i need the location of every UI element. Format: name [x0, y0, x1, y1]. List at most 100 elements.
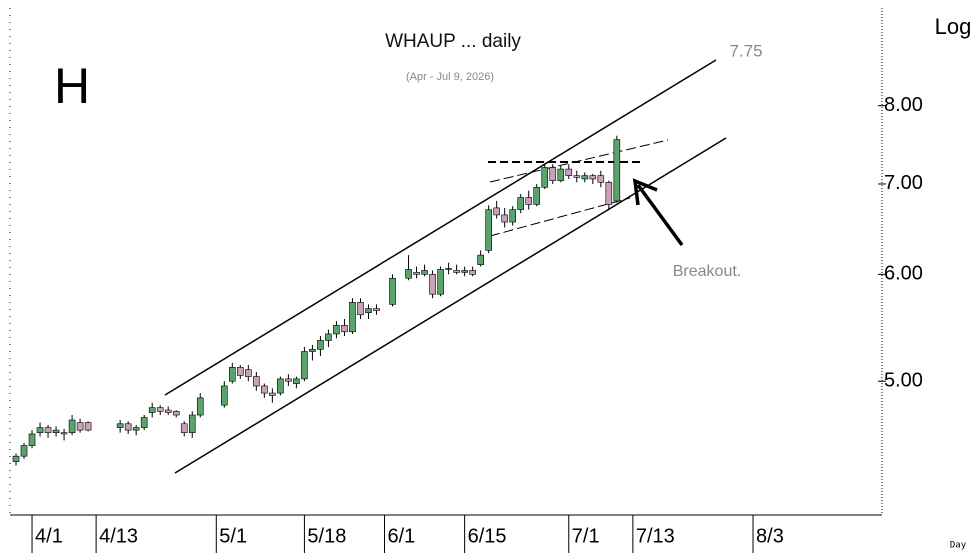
candle-body	[445, 268, 452, 270]
candle	[285, 374, 292, 386]
candle-body	[261, 385, 268, 394]
y-tick-label: 6.00	[884, 263, 923, 285]
candle-body	[60, 432, 68, 435]
candle-body	[293, 378, 300, 384]
candle-body	[413, 272, 420, 275]
candle	[509, 206, 516, 226]
candle	[156, 405, 164, 416]
candle	[421, 264, 428, 277]
candle-body	[437, 269, 444, 295]
candle-body	[44, 427, 52, 433]
candle	[68, 415, 76, 436]
candle	[581, 172, 589, 183]
candle	[365, 304, 372, 319]
candle-body	[589, 175, 597, 180]
candle	[461, 266, 468, 277]
candle-body	[349, 302, 356, 333]
x-tick-label: 5/1	[219, 525, 247, 547]
candle	[277, 376, 284, 396]
candle-body	[541, 167, 549, 188]
candle	[301, 347, 308, 382]
candle-body	[565, 168, 573, 176]
candle	[132, 425, 140, 436]
candle-body	[84, 422, 92, 431]
candle-body	[557, 168, 565, 181]
candle-body	[525, 197, 533, 205]
candle	[453, 264, 460, 275]
candle	[76, 418, 84, 433]
candle-body	[573, 175, 581, 178]
candle	[333, 321, 340, 339]
candle-body	[164, 409, 172, 413]
candle-body	[301, 351, 308, 380]
x-tick-label: 4/1	[35, 525, 63, 547]
candle	[44, 425, 52, 438]
candle-body	[453, 270, 460, 273]
candle	[317, 336, 324, 356]
candle-body	[309, 348, 316, 352]
candle	[597, 170, 605, 188]
candle	[541, 164, 549, 190]
candle	[557, 165, 565, 183]
candle	[533, 183, 541, 207]
x-tick-label: 7/13	[636, 525, 675, 547]
candle	[613, 135, 621, 203]
candle-body	[389, 277, 396, 305]
panel-letter: H	[54, 58, 90, 114]
candle	[12, 453, 20, 466]
candle-body	[172, 411, 180, 416]
candle	[437, 266, 444, 297]
chart-subtitle: (Apr - Jul 9, 2026)	[406, 71, 494, 83]
candle	[253, 371, 260, 391]
candle-body	[116, 423, 124, 428]
x-tick-label: 5/18	[307, 525, 346, 547]
candle-body	[253, 376, 260, 387]
candle-body	[52, 429, 60, 433]
candle	[293, 376, 300, 389]
candle	[28, 430, 36, 449]
x-tick-label: 6/15	[468, 525, 507, 547]
scale-label: Log	[935, 14, 971, 39]
candle-body	[317, 340, 324, 350]
candle-body	[180, 423, 188, 433]
candle	[445, 262, 452, 275]
x-tick-label: 8/3	[756, 525, 784, 547]
arrow-head	[632, 178, 658, 206]
candle	[469, 266, 476, 277]
candle-body	[357, 302, 364, 316]
candle-body	[605, 181, 613, 205]
candle	[501, 207, 508, 228]
candle-body	[124, 423, 132, 431]
candle	[373, 304, 380, 315]
candle-body	[188, 414, 196, 433]
candle-body	[245, 369, 252, 377]
candle-body	[533, 187, 541, 205]
candle	[573, 170, 581, 183]
candle	[429, 270, 436, 299]
candle	[341, 318, 348, 337]
candle	[180, 421, 188, 437]
candle	[20, 443, 28, 459]
arrow-shaft	[636, 183, 684, 247]
candle-body	[132, 427, 140, 431]
candle	[493, 200, 500, 219]
candle	[140, 415, 148, 431]
candle	[245, 365, 252, 382]
candle-body	[269, 392, 276, 396]
candle-body	[156, 407, 164, 412]
candle-body	[220, 385, 228, 406]
candle-body	[405, 269, 412, 279]
lower-channel	[174, 137, 727, 474]
triangle-upper	[489, 139, 669, 183]
candle-body	[285, 378, 292, 382]
candle	[325, 329, 332, 348]
candle-body	[469, 270, 476, 275]
candle	[196, 393, 204, 418]
candle-body	[237, 367, 244, 376]
candle-body	[76, 422, 84, 431]
candle-body	[597, 175, 605, 183]
candle	[389, 274, 396, 307]
candle	[172, 410, 180, 418]
